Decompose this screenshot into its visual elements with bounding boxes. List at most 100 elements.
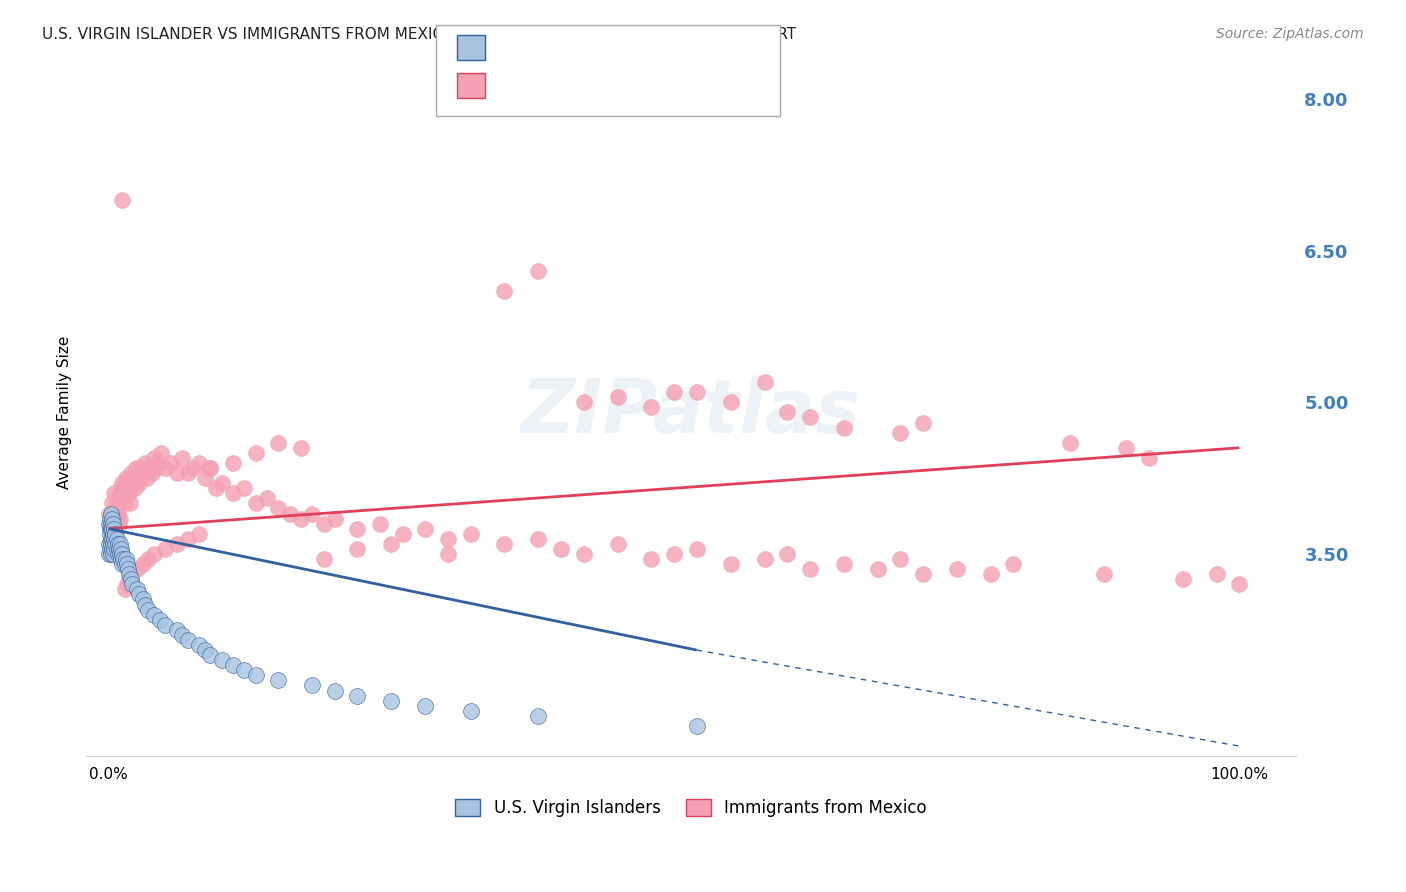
Point	[494, 284, 516, 298]
Point	[267, 501, 290, 516]
Point	[200, 648, 222, 662]
Point	[149, 446, 172, 460]
Point	[799, 562, 821, 576]
Point	[101, 511, 124, 525]
Point	[188, 456, 211, 470]
Point	[115, 481, 138, 495]
Point	[527, 708, 550, 723]
Point	[112, 486, 135, 500]
Point	[107, 491, 129, 506]
Point	[1002, 557, 1025, 571]
Point	[134, 598, 156, 612]
Point	[103, 486, 125, 500]
Point	[148, 456, 170, 470]
Point	[945, 562, 967, 576]
Point	[118, 486, 141, 500]
Point	[1092, 567, 1115, 582]
Point	[101, 496, 124, 510]
Point	[460, 526, 482, 541]
Point	[110, 541, 132, 556]
Point	[136, 471, 159, 485]
Point	[111, 557, 134, 571]
Text: R =: R =	[496, 80, 536, 98]
Text: N =: N =	[600, 80, 652, 98]
Point	[437, 532, 460, 546]
Text: Source: ZipAtlas.com: Source: ZipAtlas.com	[1216, 27, 1364, 41]
Point	[108, 486, 131, 500]
Text: R =: R =	[496, 42, 536, 60]
Point	[125, 582, 148, 597]
Point	[100, 511, 122, 525]
Point	[606, 390, 628, 404]
Point	[222, 456, 245, 470]
Point	[131, 592, 153, 607]
Point	[460, 704, 482, 718]
Point	[110, 481, 132, 495]
Point	[97, 516, 120, 531]
Point	[662, 385, 685, 400]
Point	[105, 541, 128, 556]
Point	[100, 516, 122, 531]
Point	[114, 496, 136, 510]
Point	[100, 547, 122, 561]
Point	[776, 547, 799, 561]
Point	[101, 522, 124, 536]
Point	[437, 547, 460, 561]
Point	[104, 537, 127, 551]
Point	[131, 557, 153, 571]
Point	[1205, 567, 1227, 582]
Point	[134, 456, 156, 470]
Point	[980, 567, 1002, 582]
Point	[145, 461, 167, 475]
Point	[527, 532, 550, 546]
Point	[118, 567, 141, 582]
Point	[128, 587, 150, 601]
Point	[177, 532, 200, 546]
Point	[267, 435, 290, 450]
Point	[107, 537, 129, 551]
Point	[346, 541, 368, 556]
Point	[889, 552, 911, 566]
Point	[114, 552, 136, 566]
Point	[98, 516, 121, 531]
Point	[233, 481, 256, 495]
Point	[1059, 435, 1081, 450]
Point	[211, 653, 233, 667]
Point	[103, 507, 125, 521]
Point	[155, 541, 177, 556]
Point	[108, 516, 131, 531]
Point	[188, 526, 211, 541]
Point	[100, 507, 122, 521]
Point	[107, 507, 129, 521]
Point	[124, 481, 146, 495]
Point	[527, 264, 550, 278]
Point	[194, 643, 217, 657]
Point	[138, 461, 160, 475]
Point	[312, 552, 335, 566]
Point	[194, 471, 217, 485]
Point	[129, 461, 152, 475]
Point	[111, 193, 134, 207]
Point	[97, 547, 120, 561]
Text: U.S. VIRGIN ISLANDER VS IMMIGRANTS FROM MEXICO AVERAGE FAMILY SIZE CORRELATION C: U.S. VIRGIN ISLANDER VS IMMIGRANTS FROM …	[42, 27, 796, 42]
Point	[301, 678, 323, 692]
Text: ZIPatlas: ZIPatlas	[522, 376, 860, 449]
Point	[200, 461, 222, 475]
Point	[911, 567, 934, 582]
Point	[131, 466, 153, 480]
Point	[233, 663, 256, 677]
Point	[550, 541, 572, 556]
Point	[121, 476, 143, 491]
Point	[111, 547, 134, 561]
Point	[117, 562, 139, 576]
Point	[346, 522, 368, 536]
Point	[754, 375, 776, 389]
Point	[118, 572, 141, 586]
Point	[105, 532, 128, 546]
Point	[267, 673, 290, 688]
Point	[346, 689, 368, 703]
Point	[101, 532, 124, 546]
Point	[103, 522, 125, 536]
Point	[413, 698, 436, 713]
Point	[1229, 577, 1251, 591]
